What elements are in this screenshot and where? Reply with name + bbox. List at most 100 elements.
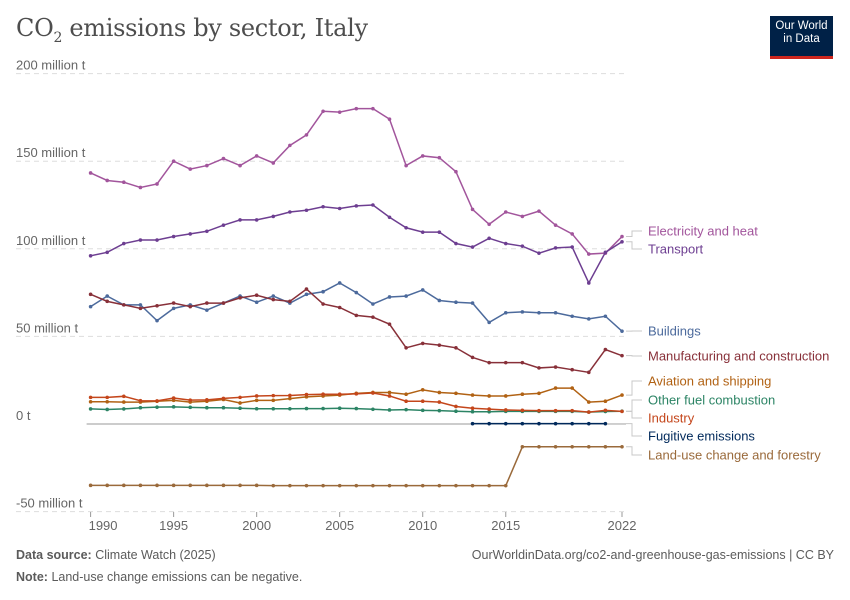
data-point <box>122 483 126 488</box>
data-point <box>454 409 458 414</box>
data-point <box>503 360 508 365</box>
data-point <box>304 287 309 291</box>
data-point <box>221 396 226 401</box>
data-point <box>122 394 126 399</box>
data-point <box>553 223 558 227</box>
data-point <box>238 401 242 405</box>
data-point <box>570 421 574 426</box>
data-point <box>171 159 176 163</box>
source-label: Data source: <box>16 548 92 562</box>
data-point <box>586 281 591 285</box>
data-point <box>520 444 525 449</box>
data-point <box>470 207 475 212</box>
data-point <box>454 345 458 350</box>
data-point <box>570 367 574 372</box>
data-point <box>620 239 624 244</box>
series-label: Fugitive emissions <box>648 429 755 444</box>
data-point <box>454 483 458 488</box>
data-point <box>354 483 359 488</box>
data-point <box>586 317 591 321</box>
series-label: Manufacturing and construction <box>648 349 829 364</box>
data-point <box>138 306 143 311</box>
data-point <box>520 310 525 314</box>
chart-title: CO2 emissions by sector, Italy <box>16 14 368 46</box>
data-point <box>105 250 110 255</box>
title-subscript: 2 <box>53 29 63 46</box>
data-point <box>254 406 259 411</box>
data-point <box>321 483 325 488</box>
data-point <box>122 400 126 404</box>
data-point <box>487 421 491 426</box>
series-label: Electricity and heat <box>648 224 758 239</box>
series-fugitive-emissions <box>470 421 608 426</box>
y-tick-label: 50 million t <box>16 320 79 335</box>
data-point <box>503 408 508 412</box>
data-point <box>238 218 242 222</box>
data-point <box>288 406 292 411</box>
data-point <box>238 163 242 168</box>
data-point <box>454 391 458 396</box>
data-point <box>487 360 491 365</box>
data-point <box>238 483 242 488</box>
x-tick-label: 2010 <box>408 518 437 533</box>
data-point <box>205 483 209 488</box>
data-point <box>404 163 408 168</box>
data-point <box>271 406 276 411</box>
data-point <box>188 304 193 309</box>
data-point <box>404 399 408 404</box>
data-point <box>454 404 458 409</box>
data-point <box>321 302 325 306</box>
data-point <box>288 396 292 401</box>
data-point <box>171 306 176 311</box>
data-point <box>420 341 425 346</box>
source-url[interactable]: OurWorldinData.org/co2-and-greenhouse-ga… <box>471 548 834 562</box>
data-point <box>337 305 342 310</box>
owid-logo[interactable]: Our World in Data <box>770 16 833 59</box>
data-point <box>570 444 574 449</box>
data-point <box>254 300 259 305</box>
data-point <box>404 345 408 350</box>
data-point <box>586 421 591 426</box>
data-point <box>271 393 276 398</box>
data-point <box>437 230 442 234</box>
data-point <box>304 292 309 297</box>
data-point <box>620 234 624 239</box>
data-point <box>404 392 408 397</box>
data-point <box>603 250 608 255</box>
data-point <box>387 483 392 488</box>
data-point <box>570 232 574 236</box>
data-point <box>321 109 325 114</box>
data-point <box>271 398 276 403</box>
data-point <box>155 238 159 242</box>
data-point <box>188 405 193 410</box>
series-line <box>90 107 623 255</box>
data-point <box>122 407 126 411</box>
series-label: Other fuel combustion <box>648 393 775 408</box>
source-value[interactable]: Climate Watch (2025) <box>95 548 216 562</box>
data-point <box>503 421 508 426</box>
data-point <box>188 232 193 236</box>
data-point <box>271 161 276 165</box>
data-point <box>537 421 541 426</box>
data-point <box>304 208 309 213</box>
data-point <box>520 408 525 413</box>
data-point <box>503 483 508 488</box>
data-point <box>586 410 591 414</box>
data-point <box>404 294 408 298</box>
data-point <box>171 405 176 409</box>
data-point <box>420 154 425 158</box>
series-label: Aviation and shipping <box>648 374 771 389</box>
data-point <box>620 329 624 333</box>
label-connector <box>609 423 642 437</box>
data-point <box>371 106 375 111</box>
data-point <box>221 156 226 161</box>
data-point <box>553 310 558 315</box>
data-source: Data source: Climate Watch (2025) <box>16 548 216 562</box>
series-line <box>90 446 622 487</box>
data-point <box>337 206 342 211</box>
chart-note: Note: Land-use change emissions can be n… <box>16 570 302 584</box>
data-point <box>354 290 359 295</box>
x-tick-label: 1995 <box>159 518 188 533</box>
label-connector <box>626 241 642 250</box>
data-point <box>603 347 608 352</box>
